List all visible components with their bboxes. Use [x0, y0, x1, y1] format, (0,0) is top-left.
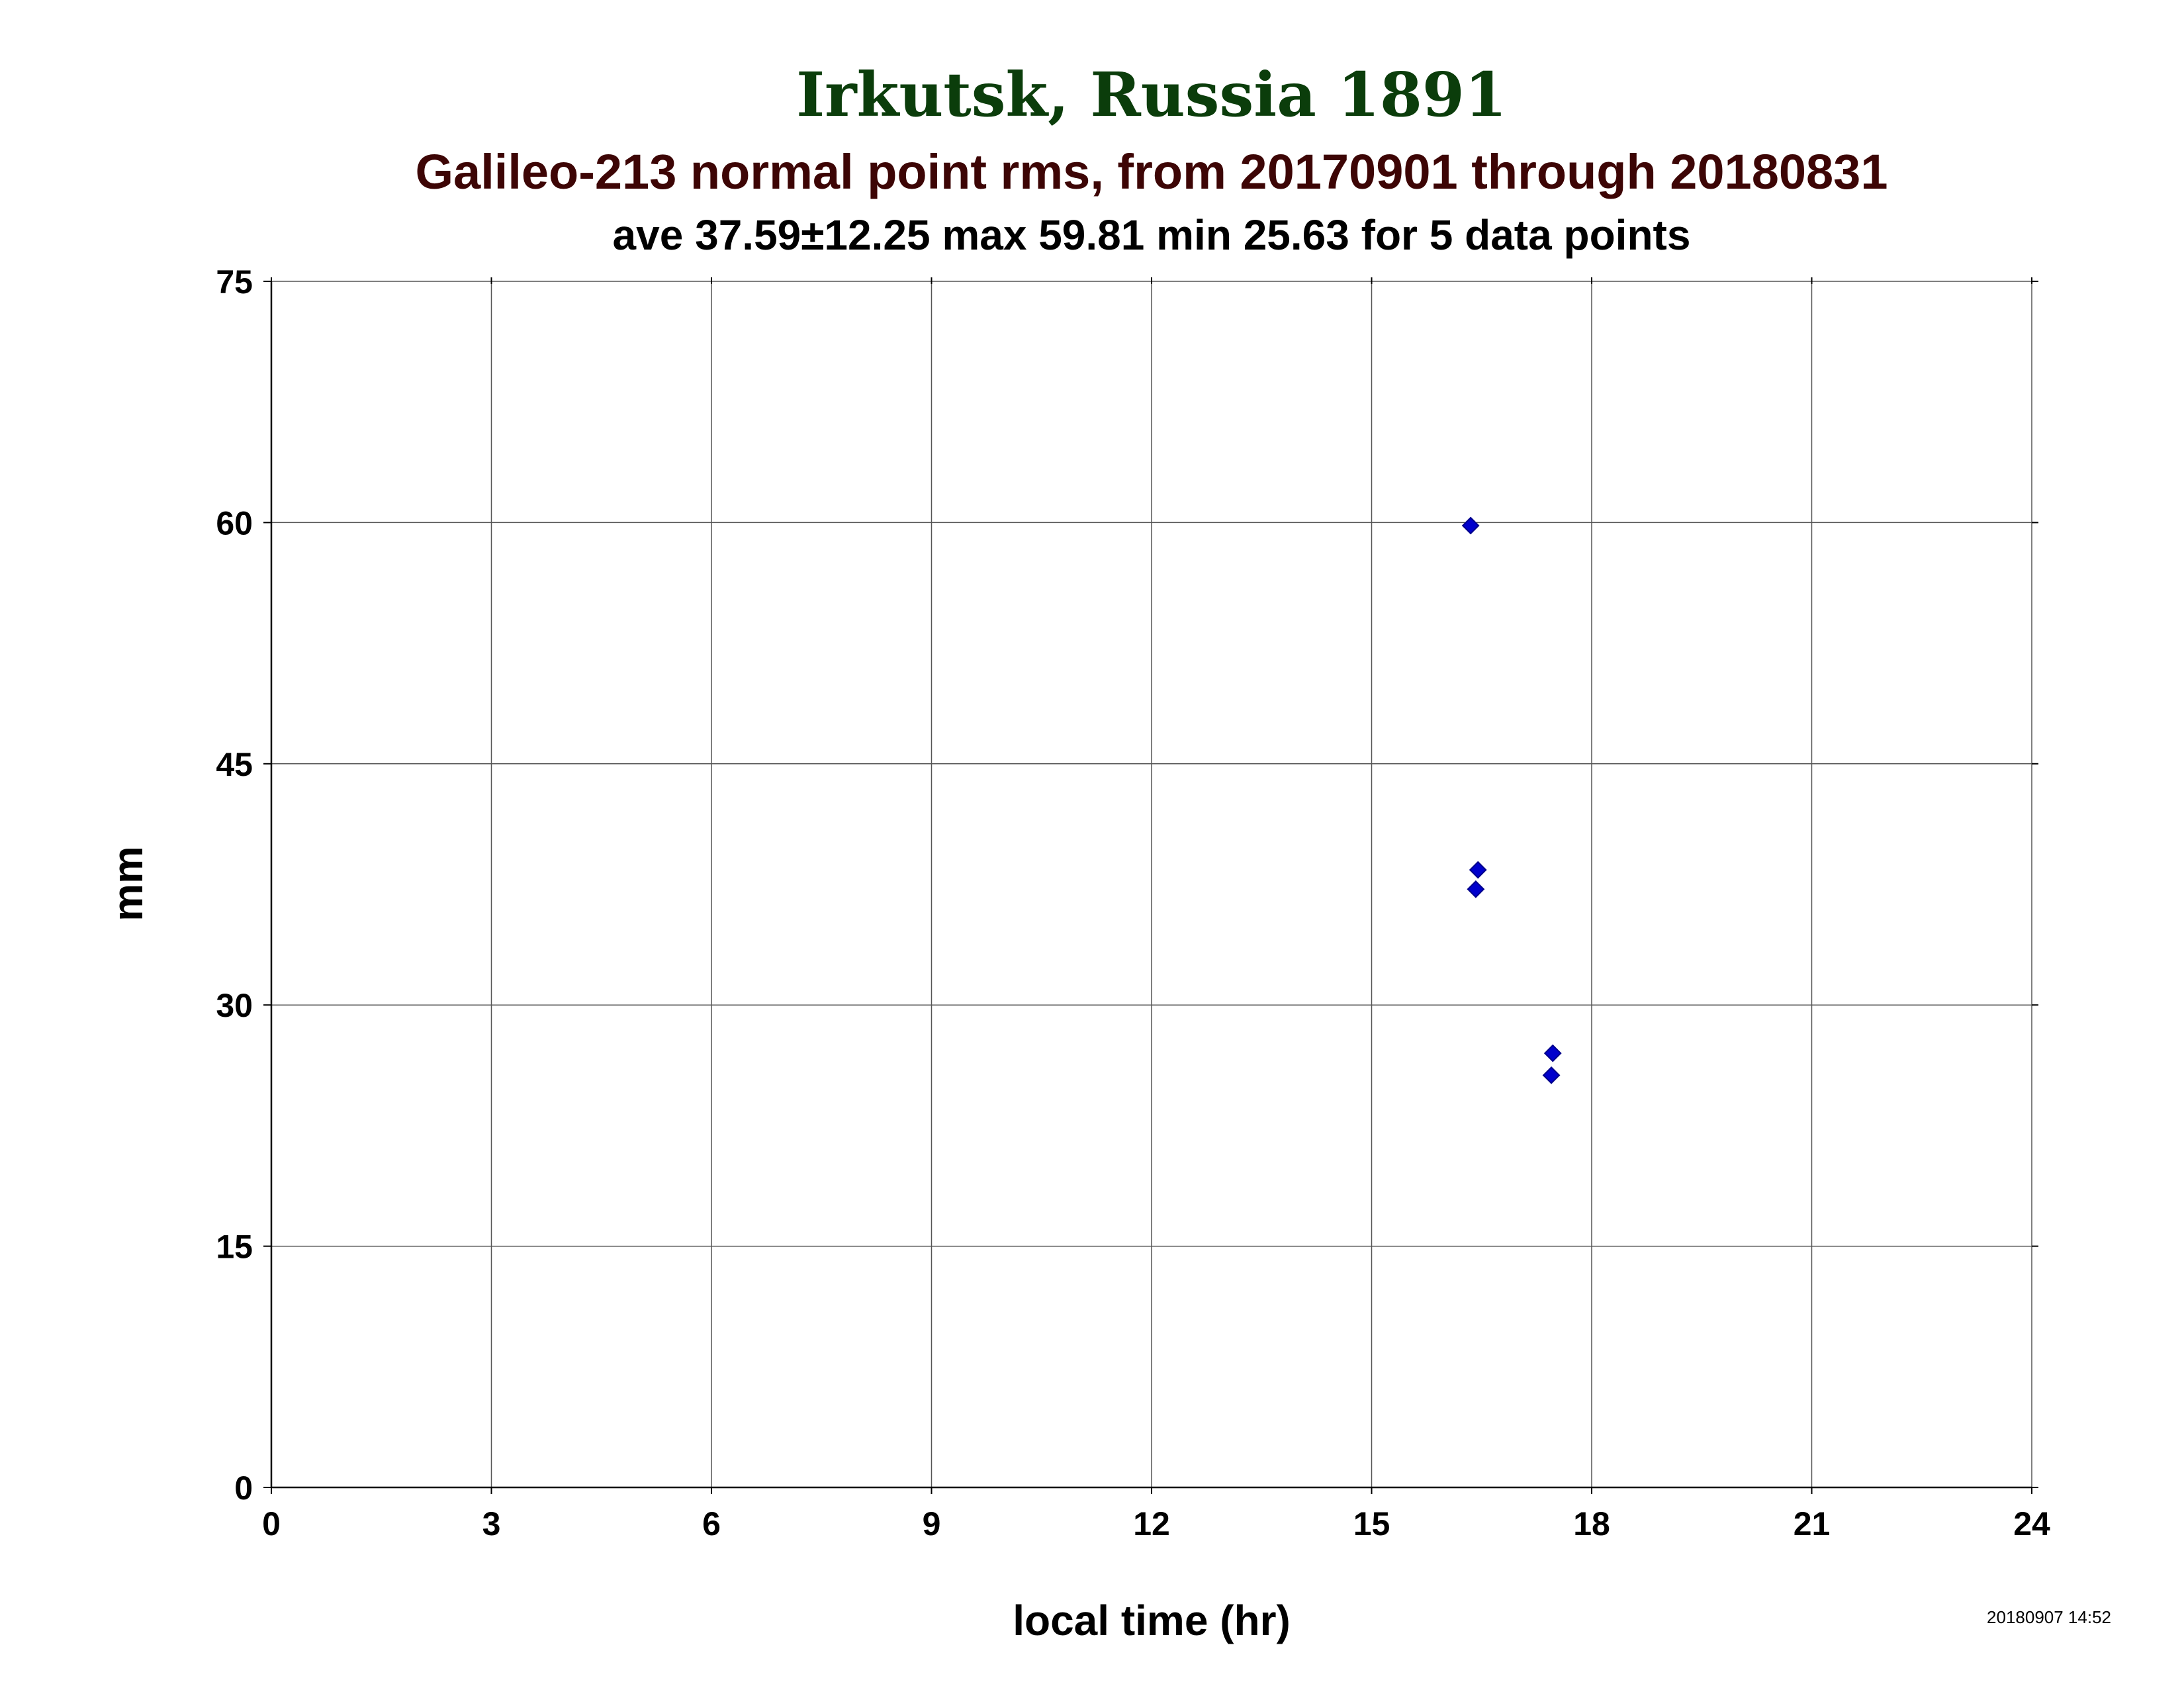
x-tick-label: 24	[2013, 1505, 2050, 1542]
x-tick-label: 6	[702, 1505, 721, 1542]
x-tick-label: 21	[1794, 1505, 1831, 1542]
x-tick-label: 9	[923, 1505, 941, 1542]
x-tick-label: 18	[1573, 1505, 1610, 1542]
grid-lines	[271, 281, 2032, 1487]
data-point	[1469, 861, 1487, 879]
timestamp: 20180907 14:52	[1987, 1607, 2111, 1627]
data-point	[1461, 516, 1480, 535]
y-tick-label: 60	[216, 504, 253, 541]
chart-stats: ave 37.59±12.25 max 59.81 min 25.63 for …	[613, 211, 1691, 259]
y-tick-label: 15	[216, 1229, 253, 1266]
data-point	[1542, 1066, 1561, 1084]
tick-labels: 0 3 6 9 12 15 18 21 24 0 15 30 45 60 75	[216, 263, 2050, 1542]
data-point	[1467, 880, 1485, 898]
y-axis-label: mm	[104, 846, 152, 921]
y-tick-label: 0	[234, 1470, 253, 1507]
y-tick-label: 75	[216, 263, 253, 301]
axis-ticks	[263, 277, 2038, 1494]
x-axis-label: local time (hr)	[1013, 1597, 1291, 1644]
chart-subtitle: Galileo-213 normal point rms, from 20170…	[416, 144, 1888, 199]
y-tick-label: 45	[216, 746, 253, 783]
x-tick-label: 15	[1353, 1505, 1390, 1542]
x-tick-label: 12	[1133, 1505, 1170, 1542]
data-point	[1543, 1044, 1562, 1062]
x-tick-label: 0	[262, 1505, 281, 1542]
chart-title: Irkutsk, Russia 1891	[796, 59, 1507, 130]
data-points	[1461, 516, 1562, 1084]
x-tick-label: 3	[482, 1505, 501, 1542]
y-tick-label: 30	[216, 987, 253, 1024]
